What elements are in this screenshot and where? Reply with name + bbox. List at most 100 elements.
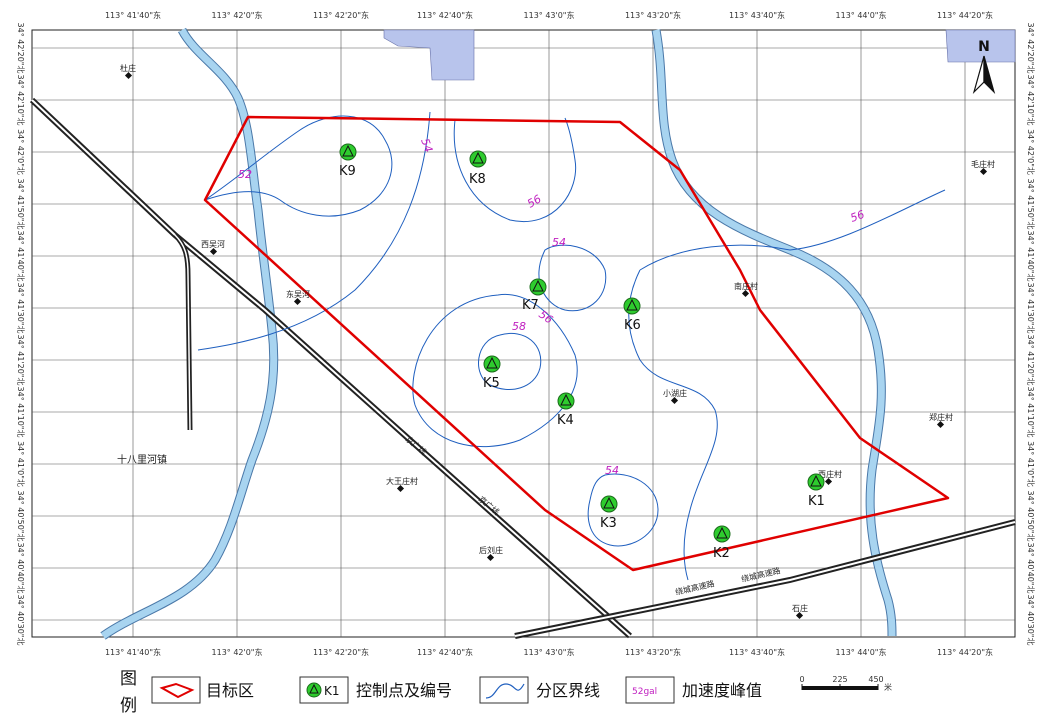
coord-top-label: 113° 43'20"东 (625, 10, 681, 20)
target-area-boundary (203, 115, 950, 572)
coord-right-label: 34° 41'40"北 (1026, 231, 1035, 282)
coord-left-label: 34° 42'10"北 (16, 75, 25, 126)
contour-label: 56 (525, 192, 544, 210)
coord-top-label: 113° 44'0"东 (836, 10, 887, 20)
contour-label: 56 (849, 208, 867, 225)
control-point-label: K3 (600, 516, 617, 531)
coord-left-label: 34° 41'10"北 (16, 387, 25, 438)
coord-left-label: 34° 40'30"北 (16, 595, 25, 646)
village-marker: 毛庄村 (971, 159, 995, 176)
coord-top-label: 113° 44'20"东 (937, 10, 993, 20)
legend-symbol-text: K1 (324, 684, 340, 698)
scale-tick-label: 0 (799, 675, 804, 684)
contour-label: 52 (238, 168, 252, 181)
map-frame (31, 29, 1016, 638)
village-marker: 十八里河镇 (117, 453, 167, 466)
control-point-k2: K2 (713, 525, 731, 561)
control-points: K1 K2 K3 K4 K5 K6 K7 K8 K9 (339, 143, 825, 561)
coord-bottom-label: 113° 42'0"东 (212, 647, 263, 657)
coord-top-label: 113° 41'40"东 (105, 10, 161, 20)
legend-item-target: 目标区 (151, 676, 254, 704)
coord-right-label: 34° 41'50"北 (1026, 179, 1035, 230)
legend-item-pga: 52gal 加速度峰值 (625, 676, 762, 704)
control-point-label: K6 (624, 318, 641, 333)
legend-item-contour: 分区界线 (479, 676, 600, 704)
village-label: 小湖庄 (663, 388, 687, 398)
water-body-north (383, 29, 475, 81)
control-point-k7: K7 (522, 278, 547, 313)
coord-bottom-label: 113° 44'0"东 (836, 647, 887, 657)
coords-right: 34° 42'20"北 34° 42'10"北 34° 42'0"北 34° 4… (1026, 23, 1035, 646)
coord-top-label: 113° 43'0"东 (524, 10, 575, 20)
villages: 杜庄 西吴河 东吴河 十八里河镇 大王庄村 后刘庄 小湖庄 南庄村 郑庄村 毛庄… (117, 63, 995, 620)
scale-unit: 米 (884, 682, 892, 692)
village-marker: 西吴河 (201, 239, 225, 256)
village-marker: 小湖庄 (663, 388, 687, 405)
coords-top: 113° 41'40"东 113° 42'0"东 113° 42'20"东 11… (105, 10, 993, 20)
north-arrow-icon: N (972, 39, 996, 95)
coord-bottom-label: 113° 42'20"东 (313, 647, 369, 657)
legend-title-char-2: 例 (120, 696, 137, 716)
coord-left-label: 34° 41'0"北 (16, 441, 25, 487)
coord-bottom-label: 113° 41'40"东 (105, 647, 161, 657)
control-point-k5: K5 (483, 355, 501, 391)
legend-label: 分区界线 (536, 681, 600, 700)
coord-bottom-label: 113° 43'40"东 (729, 647, 785, 657)
village-marker: 后刘庄 (479, 545, 503, 562)
coord-right-label: 34° 40'50"北 (1026, 491, 1035, 542)
coords-left: 34° 42'20"北 34° 42'10"北 34° 42'0"北 34° 4… (16, 23, 25, 646)
control-point-label: K7 (522, 298, 539, 313)
village-marker: 西庄村 (818, 469, 842, 486)
coords-bottom: 113° 41'40"东 113° 42'0"东 113° 42'20"东 11… (105, 647, 993, 657)
coord-right-label: 34° 41'10"北 (1026, 387, 1035, 438)
contour-label: 54 (605, 464, 619, 477)
coord-left-label: 34° 40'50"北 (16, 491, 25, 542)
coord-right-label: 34° 40'30"北 (1026, 595, 1035, 646)
coord-left-label: 34° 41'30"北 (16, 283, 25, 334)
control-point-k4: K4 (557, 392, 575, 428)
scale-tick-label: 450 (868, 675, 883, 684)
control-point-label: K9 (339, 164, 356, 179)
village-label: 郑庄村 (929, 412, 953, 422)
coord-bottom-label: 113° 43'20"东 (625, 647, 681, 657)
coord-left-label: 34° 41'50"北 (16, 179, 25, 230)
legend-title-char-1: 图 (120, 669, 137, 689)
coord-right-label: 34° 41'0"北 (1026, 441, 1035, 487)
control-point-k3: K3 (600, 495, 618, 531)
coord-bottom-label: 113° 42'40"东 (417, 647, 473, 657)
control-point-k6: K6 (623, 297, 641, 333)
coord-left-label: 34° 42'20"北 (16, 23, 25, 74)
legend-symbol-text: 52gal (632, 687, 657, 697)
village-label: 东吴河 (286, 289, 310, 299)
coord-right-label: 34° 42'10"北 (1026, 75, 1035, 126)
village-label: 石庄 (792, 603, 808, 613)
control-point-label: K5 (483, 376, 500, 391)
legend-label: 目标区 (206, 681, 254, 700)
village-label: 后刘庄 (479, 545, 503, 555)
water-body-northeast (945, 29, 1016, 63)
control-point-label: K2 (713, 546, 730, 561)
control-point-label: K1 (808, 494, 825, 509)
village-label: 西庄村 (818, 469, 842, 479)
legend-label: 控制点及编号 (356, 681, 452, 700)
village-marker: 石庄 (792, 603, 808, 620)
coord-bottom-label: 113° 44'20"东 (937, 647, 993, 657)
village-marker: 杜庄 (120, 63, 136, 80)
village-marker: 东吴河 (286, 289, 310, 306)
coord-right-label: 34° 42'0"北 (1026, 129, 1035, 175)
legend-item-control-point: K1 控制点及编号 (299, 676, 452, 704)
village-marker: 大王庄村 (386, 476, 418, 493)
coord-right-label: 34° 42'20"北 (1026, 23, 1035, 74)
railway-jingguang (29, 97, 632, 639)
scale-bar: 0 225 450 米 (799, 675, 892, 692)
coord-left-label: 34° 41'20"北 (16, 335, 25, 386)
control-point-label: K8 (469, 172, 486, 187)
coord-right-label: 34° 40'40"北 (1026, 543, 1035, 594)
scale-tick-label: 225 (832, 675, 847, 684)
legend: 图 例 目标区 K1 控制点及编号 分区界线 52gal 加速度峰值 (120, 669, 892, 716)
village-label: 十八里河镇 (117, 453, 167, 466)
control-point-k8: K8 (469, 150, 487, 187)
control-point-k1: K1 (807, 473, 825, 509)
coord-right-label: 34° 41'30"北 (1026, 283, 1035, 334)
